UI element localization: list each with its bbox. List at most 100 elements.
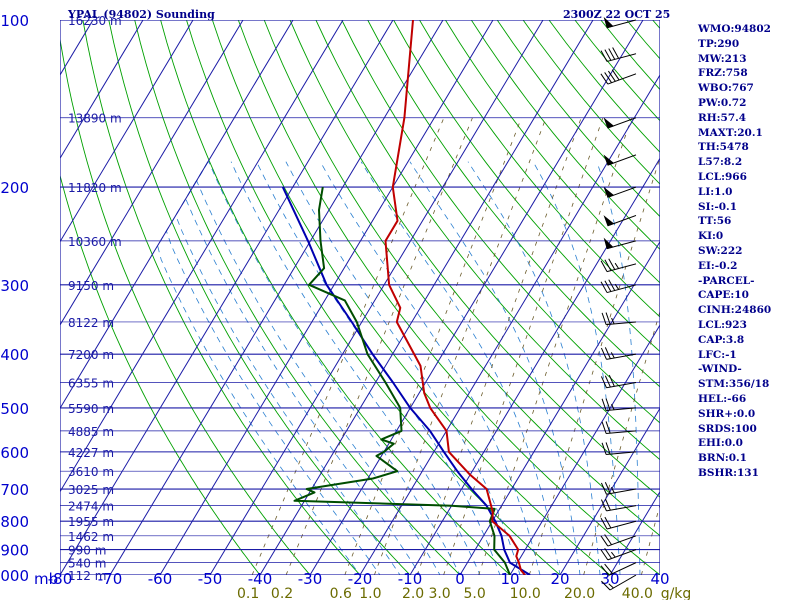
sounding-index-item: LCL:923 bbox=[698, 318, 747, 331]
isotherm-line bbox=[359, 74, 660, 575]
isotherm-line bbox=[60, 20, 194, 243]
sounding-index-item: MW:213 bbox=[698, 52, 747, 65]
sounding-index-item: FRZ:758 bbox=[698, 67, 748, 80]
mixing-ratio-line bbox=[478, 117, 632, 575]
moist-adiabat-line bbox=[409, 161, 581, 575]
temperature-tick-label: -30 bbox=[298, 570, 323, 588]
wind-barb bbox=[603, 16, 637, 29]
sounding-index-item: CINH:24860 bbox=[698, 304, 772, 317]
mixing-ratio-label: 1.0 bbox=[359, 586, 381, 600]
sounding-index-item: BSHR:131 bbox=[698, 466, 759, 479]
sounding-index-item: -WIND- bbox=[698, 363, 742, 376]
wind-barb bbox=[601, 442, 637, 455]
sounding-index-item: EHI:0.0 bbox=[698, 437, 743, 450]
wind-barb bbox=[600, 347, 637, 360]
sounding-index-item: LCL:966 bbox=[698, 170, 747, 183]
wind-barb bbox=[600, 47, 637, 62]
height-label: 3025 m bbox=[68, 483, 114, 497]
wind-barb bbox=[601, 574, 637, 591]
sounding-index-item: TT:56 bbox=[698, 215, 732, 228]
wind-barb bbox=[601, 312, 637, 326]
dewpoint-profile-line bbox=[293, 186, 511, 575]
isotherm-line bbox=[509, 324, 660, 575]
dry-adiabat-line bbox=[341, 20, 660, 424]
mixing-ratio-line bbox=[443, 117, 604, 575]
sounding-index-item: MAXT:20.1 bbox=[698, 126, 763, 139]
chart-timestamp: 2300Z 22 OCT 25 bbox=[563, 8, 671, 21]
parcel-path-line bbox=[281, 186, 531, 575]
moist-adiabat-line bbox=[208, 161, 461, 575]
pressure-tick-label: 400 bbox=[0, 346, 29, 364]
temperature-tick-label: -10 bbox=[398, 570, 423, 588]
pressure-tick-label: 100 bbox=[0, 12, 29, 30]
moist-adiabat-line bbox=[319, 161, 541, 575]
pressure-tick-label: 300 bbox=[0, 277, 29, 295]
sounding-index-item: EI:-0.2 bbox=[698, 259, 738, 272]
mixing-ratio-label: 0.2 bbox=[271, 586, 293, 600]
sounding-index-item: HEL:-66 bbox=[698, 392, 747, 405]
temperature-tick-label: -40 bbox=[248, 570, 273, 588]
height-label: 11820 m bbox=[68, 181, 122, 195]
wind-barb bbox=[603, 186, 637, 198]
height-label: 1955 m bbox=[68, 515, 114, 529]
moist-adiabat-line bbox=[467, 161, 601, 575]
mixing-ratio-line bbox=[344, 117, 522, 575]
sounding-index-item: -PARCEL- bbox=[698, 274, 755, 287]
temperature-tick-label: 10 bbox=[500, 570, 519, 588]
sounding-index-item: SW:222 bbox=[698, 244, 743, 257]
height-label: 5590 m bbox=[68, 402, 114, 416]
height-label: 1462 m bbox=[68, 530, 114, 544]
moist-adiabat-line bbox=[360, 161, 561, 575]
sounding-indices-list: WMO:94802 TP:290 MW:213 FRZ:758 WBO:767 PW:0.… bbox=[698, 22, 771, 481]
temperature-tick-label: -20 bbox=[348, 570, 373, 588]
pressure-tick-label: 1000 bbox=[0, 567, 29, 585]
dry-adiabat-line bbox=[186, 20, 561, 575]
wind-barb bbox=[600, 374, 637, 389]
pressure-tick-label: 700 bbox=[0, 481, 29, 499]
mixing-ratio-label: 10.0 bbox=[510, 586, 541, 600]
dry-adiabat-line bbox=[445, 20, 660, 284]
temperature-tick-label: 20 bbox=[550, 570, 569, 588]
isotherm-line bbox=[109, 20, 444, 575]
dry-adiabat-line bbox=[82, 20, 361, 575]
dry-adiabat-line bbox=[367, 20, 660, 388]
dry-adiabat-line bbox=[60, 173, 261, 575]
sounding-index-item: STM:356/18 bbox=[698, 378, 770, 391]
isotherm-line bbox=[60, 20, 244, 326]
moist-adiabat-line bbox=[185, 161, 421, 575]
mixing-ratio-line bbox=[583, 309, 660, 575]
wind-barb bbox=[603, 237, 637, 250]
wind-barb bbox=[603, 214, 637, 227]
sounding-index-item: WBO:767 bbox=[698, 82, 754, 95]
temperature-tick-label: -70 bbox=[98, 570, 123, 588]
height-label: 112 m bbox=[68, 569, 106, 583]
moist-adiabat-line bbox=[256, 161, 501, 575]
dry-adiabat-line bbox=[108, 20, 411, 575]
wind-barb bbox=[600, 516, 637, 530]
sounding-index-item: CAPE:10 bbox=[698, 289, 749, 302]
height-label: 10360 m bbox=[68, 235, 122, 249]
sounding-index-item: LFC:-1 bbox=[698, 348, 737, 361]
height-label: 6355 m bbox=[68, 377, 114, 391]
chart-title: YPAL (94802) Sounding bbox=[68, 8, 215, 21]
isotherm-line bbox=[559, 407, 660, 575]
dry-adiabat-line bbox=[160, 20, 511, 575]
mixing-ratio-label: 5.0 bbox=[463, 586, 485, 600]
sounding-index-item: TP:290 bbox=[698, 37, 740, 50]
wind-barb bbox=[603, 154, 637, 166]
isotherm-line bbox=[309, 20, 644, 575]
height-label: 8122 m bbox=[68, 316, 114, 330]
sounding-index-item: TH:5478 bbox=[698, 141, 749, 154]
moist-adiabat-line bbox=[165, 161, 381, 575]
height-label: 7200 m bbox=[68, 348, 114, 362]
wind-barb bbox=[601, 421, 637, 435]
isotherm-line bbox=[60, 20, 294, 410]
isotherm-line bbox=[60, 20, 144, 160]
dry-adiabat-line bbox=[263, 20, 660, 537]
pressure-unit-label: mb bbox=[34, 570, 58, 588]
wind-barb bbox=[600, 547, 637, 561]
dry-adiabat-line bbox=[211, 20, 611, 575]
mixing-ratio-label: 40.0 bbox=[622, 586, 653, 600]
wind-barb bbox=[600, 498, 637, 512]
temperature-profile-line bbox=[384, 20, 526, 575]
